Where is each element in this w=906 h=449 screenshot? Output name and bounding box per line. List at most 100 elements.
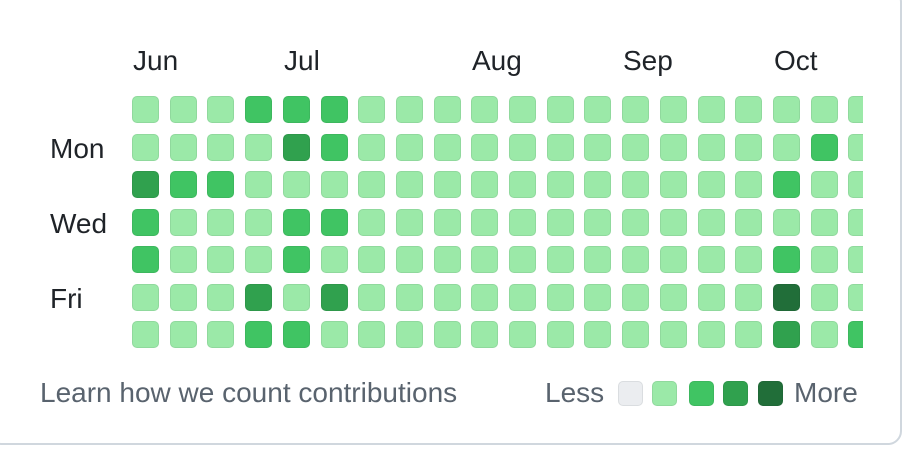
contribution-day-cell[interactable] (321, 321, 348, 348)
contribution-day-cell[interactable] (622, 134, 649, 161)
contribution-day-cell[interactable] (132, 284, 159, 311)
contribution-day-cell[interactable] (547, 321, 574, 348)
contribution-day-cell[interactable] (283, 209, 310, 236)
contribution-day-cell[interactable] (471, 96, 498, 123)
contribution-day-cell[interactable] (735, 321, 762, 348)
contribution-day-cell[interactable] (848, 171, 863, 198)
contribution-day-cell[interactable] (848, 134, 863, 161)
contribution-day-cell[interactable] (547, 284, 574, 311)
contribution-day-cell[interactable] (811, 284, 838, 311)
contribution-day-cell[interactable] (735, 134, 762, 161)
contribution-day-cell[interactable] (245, 96, 272, 123)
contribution-day-cell[interactable] (283, 321, 310, 348)
contribution-day-cell[interactable] (471, 171, 498, 198)
contribution-day-cell[interactable] (358, 284, 385, 311)
contribution-day-cell[interactable] (170, 209, 197, 236)
contribution-day-cell[interactable] (509, 321, 536, 348)
contribution-day-cell[interactable] (660, 96, 687, 123)
contribution-day-cell[interactable] (622, 96, 649, 123)
contribution-day-cell[interactable] (509, 96, 536, 123)
contribution-day-cell[interactable] (698, 209, 725, 236)
contribution-day-cell[interactable] (245, 321, 272, 348)
contribution-day-cell[interactable] (660, 321, 687, 348)
contribution-day-cell[interactable] (358, 134, 385, 161)
contribution-day-cell[interactable] (245, 171, 272, 198)
contribution-day-cell[interactable] (358, 321, 385, 348)
contribution-day-cell[interactable] (321, 96, 348, 123)
contribution-day-cell[interactable] (396, 209, 423, 236)
contribution-day-cell[interactable] (698, 96, 725, 123)
contribution-day-cell[interactable] (735, 284, 762, 311)
contribution-day-cell[interactable] (132, 171, 159, 198)
contribution-day-cell[interactable] (622, 246, 649, 273)
contribution-day-cell[interactable] (811, 96, 838, 123)
contribution-day-cell[interactable] (358, 246, 385, 273)
contribution-day-cell[interactable] (698, 171, 725, 198)
contribution-day-cell[interactable] (660, 284, 687, 311)
contribution-day-cell[interactable] (584, 96, 611, 123)
contribution-day-cell[interactable] (660, 209, 687, 236)
contribution-day-cell[interactable] (471, 321, 498, 348)
contribution-day-cell[interactable] (396, 246, 423, 273)
contribution-day-cell[interactable] (283, 96, 310, 123)
contribution-day-cell[interactable] (622, 284, 649, 311)
contribution-day-cell[interactable] (170, 171, 197, 198)
contribution-day-cell[interactable] (509, 246, 536, 273)
contribution-day-cell[interactable] (396, 134, 423, 161)
contribution-day-cell[interactable] (434, 96, 461, 123)
contribution-day-cell[interactable] (471, 284, 498, 311)
contribution-day-cell[interactable] (584, 284, 611, 311)
contribution-day-cell[interactable] (773, 96, 800, 123)
contribution-day-cell[interactable] (207, 171, 234, 198)
contribution-day-cell[interactable] (811, 209, 838, 236)
contribution-day-cell[interactable] (283, 171, 310, 198)
contribution-day-cell[interactable] (321, 171, 348, 198)
learn-how-we-count-link[interactable]: Learn how we count contributions (40, 377, 458, 408)
contribution-day-cell[interactable] (132, 134, 159, 161)
contribution-day-cell[interactable] (207, 246, 234, 273)
contribution-day-cell[interactable] (434, 321, 461, 348)
contribution-day-cell[interactable] (132, 321, 159, 348)
contribution-day-cell[interactable] (547, 96, 574, 123)
contribution-day-cell[interactable] (735, 171, 762, 198)
contribution-day-cell[interactable] (811, 171, 838, 198)
contribution-day-cell[interactable] (848, 96, 863, 123)
contribution-day-cell[interactable] (773, 171, 800, 198)
contribution-day-cell[interactable] (132, 96, 159, 123)
contribution-day-cell[interactable] (547, 209, 574, 236)
contribution-day-cell[interactable] (207, 96, 234, 123)
contribution-day-cell[interactable] (698, 321, 725, 348)
contribution-day-cell[interactable] (245, 284, 272, 311)
contribution-day-cell[interactable] (509, 209, 536, 236)
contribution-day-cell[interactable] (811, 134, 838, 161)
contribution-day-cell[interactable] (132, 209, 159, 236)
contribution-day-cell[interactable] (207, 134, 234, 161)
contribution-day-cell[interactable] (660, 246, 687, 273)
contribution-day-cell[interactable] (584, 134, 611, 161)
contribution-day-cell[interactable] (396, 321, 423, 348)
contribution-day-cell[interactable] (547, 134, 574, 161)
contribution-day-cell[interactable] (170, 284, 197, 311)
contribution-day-cell[interactable] (170, 321, 197, 348)
contribution-day-cell[interactable] (396, 171, 423, 198)
contribution-day-cell[interactable] (584, 321, 611, 348)
contribution-day-cell[interactable] (434, 209, 461, 236)
contribution-day-cell[interactable] (773, 134, 800, 161)
contribution-day-cell[interactable] (321, 246, 348, 273)
contribution-day-cell[interactable] (132, 246, 159, 273)
contribution-day-cell[interactable] (358, 209, 385, 236)
contribution-day-cell[interactable] (698, 284, 725, 311)
contribution-day-cell[interactable] (773, 284, 800, 311)
contribution-day-cell[interactable] (471, 246, 498, 273)
contribution-day-cell[interactable] (698, 246, 725, 273)
contribution-day-cell[interactable] (735, 246, 762, 273)
contribution-day-cell[interactable] (848, 321, 863, 348)
contribution-day-cell[interactable] (396, 284, 423, 311)
contribution-day-cell[interactable] (622, 171, 649, 198)
contribution-day-cell[interactable] (283, 246, 310, 273)
contribution-day-cell[interactable] (434, 284, 461, 311)
contribution-day-cell[interactable] (509, 284, 536, 311)
contribution-day-cell[interactable] (773, 246, 800, 273)
contribution-day-cell[interactable] (584, 209, 611, 236)
contribution-day-cell[interactable] (170, 246, 197, 273)
